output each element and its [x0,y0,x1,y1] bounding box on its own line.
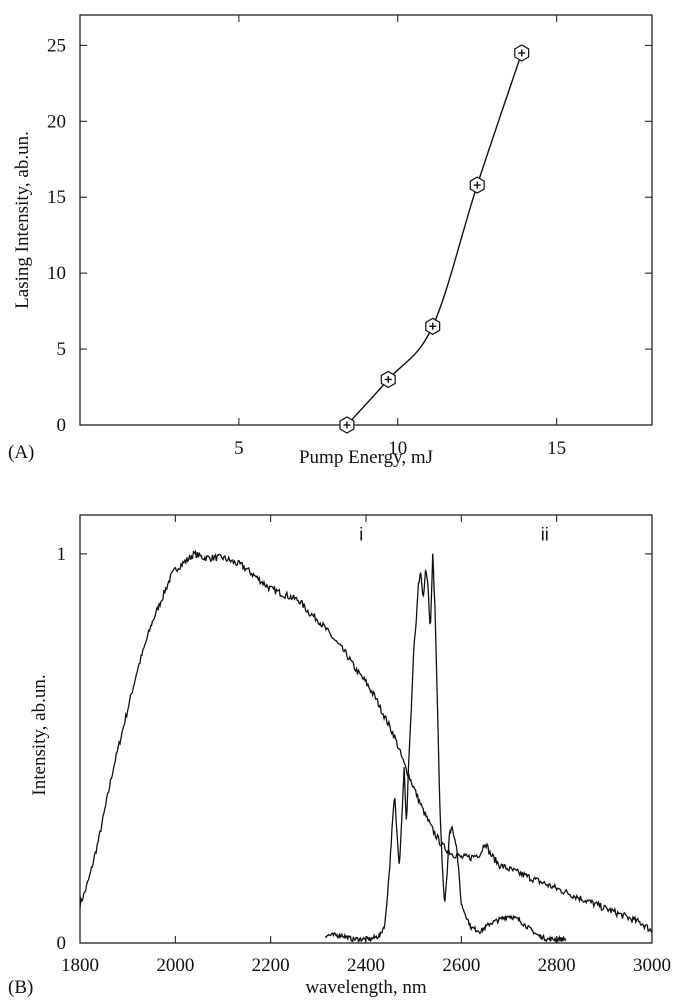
panel-a-y-tick-label: 0 [57,415,67,436]
panel-a-data-point-4 [514,44,530,62]
panel-b-y-tick-label: 0 [57,933,67,954]
panel-a-label: (A) [8,442,34,463]
panel-b-x-tick-label: 2600 [442,955,480,976]
panel-b-x-tick-label: 1800 [61,955,99,976]
panel-b-annotation-i: i [359,524,363,544]
panel-a-data-point-1 [380,370,396,389]
panel-b-x-axis-title: wavelength, nm [305,977,427,998]
panel-b-x-tick-label: 2000 [156,955,194,976]
panel-b-x-tick-label: 2800 [538,955,576,976]
panel-a-y-tick-label: 10 [47,263,66,284]
panel-a-y-tick-label: 25 [47,35,66,56]
panel-a-x-tick-label: 5 [234,438,244,459]
panel-a-data-point-3 [469,176,485,194]
panel-a-data-point-2 [425,317,441,335]
panel-a-x-axis-title: Pump Energy, mJ [299,447,433,468]
panel-b-x-tick-label: 3000 [633,955,671,976]
panel-b-label: (B) [8,977,33,998]
panel-a-chart: 5 10 15 0 5 10 15 20 25 (A) Pump Energy, mJ Lasi… [8,14,653,468]
panel-b-x-tick-label: 2400 [347,955,385,976]
panel-a-data-point-0 [339,416,355,434]
panel-b-y-axis-title: Intensity, ab.un. [29,674,50,795]
panel-b-plot-frame [79,514,653,944]
panel-b-ticks: 1800 2000 2200 2400 2600 2800 3000 0 1 [57,515,671,976]
panel-a-y-tick-label: 15 [47,187,66,208]
panel-a-ticks: 5 10 15 0 5 10 15 20 25 [47,15,652,459]
panel-a-markers [339,44,530,434]
panel-a-y-axis-title: Lasing Intensity, ab.un. [12,131,33,309]
panel-b-series-line-broad [79,549,653,933]
panel-a-y-tick-label: 5 [57,339,67,360]
panel-a-x-tick-label: 10 [388,438,407,459]
panel-b-y-tick-label: 1 [57,544,67,565]
panel-a-x-tick-label: 15 [547,438,566,459]
panel-b-annotation-ii: ii [541,524,549,544]
panel-b-x-tick-label: 2200 [252,955,290,976]
panel-a-series-line [346,52,523,426]
panel-a-y-tick-label: 20 [47,111,66,132]
panel-b-series-line-narrow [324,553,567,944]
panel-a-plot-frame [79,14,653,426]
